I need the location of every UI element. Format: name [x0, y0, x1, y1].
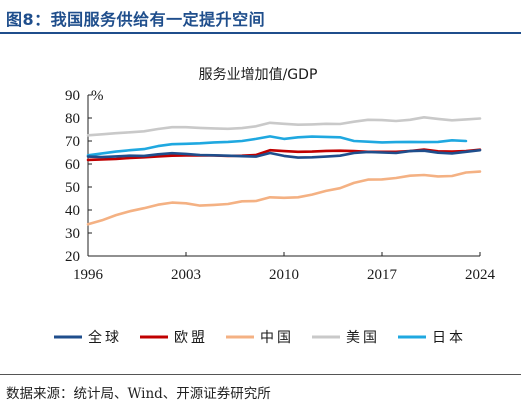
legend: 全球 欧盟 中国 美国 日本	[54, 329, 466, 346]
x-tick-label: 2010	[269, 267, 299, 283]
legend-label-global: 全球	[88, 329, 122, 346]
y-tick-label: 50	[65, 180, 80, 196]
y-tick-label: 90	[65, 88, 80, 104]
legend-label-eu: 欧盟	[174, 330, 208, 346]
legend-label-china: 中国	[260, 330, 294, 346]
x-tick-label: 2017	[367, 267, 398, 283]
figure-title: 图8：我国服务供给有一定提升空间	[6, 10, 266, 29]
series-line-china	[86, 170, 482, 226]
series-line-japan	[86, 135, 468, 157]
source-divider	[0, 374, 521, 375]
chart-title: 服务业增加值/GDP	[199, 67, 318, 83]
y-tick-label: 30	[65, 226, 80, 242]
y-tick-label: 60	[65, 157, 80, 173]
series-line-global	[86, 148, 482, 159]
series-lines	[86, 116, 482, 226]
axes: 20 30 40 50 60 70 80 90 1996 2003 2010 2017 2024%	[65, 88, 496, 283]
y-tick-label: 40	[65, 203, 80, 219]
series-line-usa	[86, 116, 482, 137]
y-tick-label: 80	[65, 111, 80, 127]
title-underline	[0, 32, 521, 34]
y-tick-label: 20	[65, 249, 80, 265]
x-tick-label: 1996	[73, 267, 104, 283]
x-tick-label: 2024	[465, 267, 496, 283]
legend-label-usa: 美国	[346, 330, 380, 346]
legend-label-japan: 日本	[432, 330, 466, 346]
y-unit-label: %	[91, 88, 104, 104]
x-tick-label: 2003	[171, 267, 201, 283]
source-note: 数据来源：统计局、Wind、开源证券研究所	[6, 386, 271, 402]
y-tick-label: 70	[65, 134, 80, 150]
